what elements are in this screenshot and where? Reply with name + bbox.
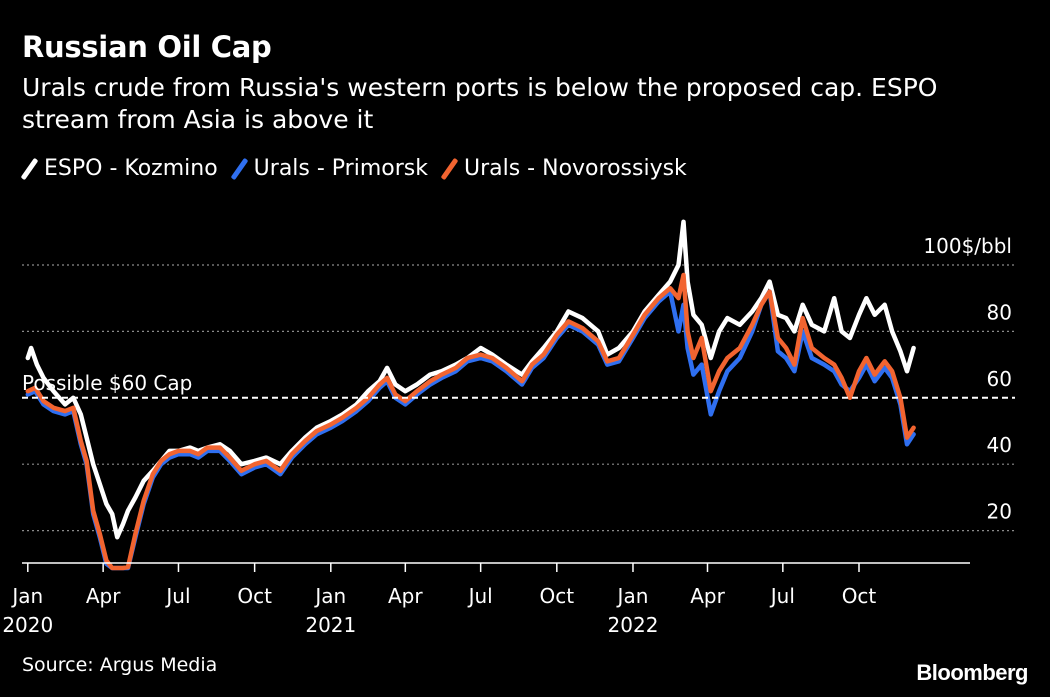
legend: ESPO - Kozmino Urals - Primorsk Urals - … — [22, 156, 687, 181]
x-tick-label: Apr — [86, 584, 121, 608]
y-tick-label: 100$/bbl — [923, 234, 1012, 258]
x-tick-label: Oct — [540, 584, 575, 608]
series-lines — [25, 219, 916, 571]
y-axis-labels: 100$/bbl 80 60 40 20 — [923, 234, 1012, 524]
x-tick-label: Jul — [769, 584, 795, 608]
y-tick-label: 20 — [987, 500, 1012, 524]
y-tick-label: 60 — [987, 367, 1012, 391]
x-tick-label: Jan — [616, 584, 649, 608]
x-tick-label: Jan — [313, 584, 346, 608]
x-axis: Jan 2020 Apr Jul Oct Jan 2021 Apr Jul Oct Jan 2022 A… — [2, 562, 970, 637]
x-tick-year-label: 2020 — [2, 613, 53, 637]
brand-logo: Bloomberg — [916, 660, 1028, 685]
legend-label: Urals - Primorsk — [253, 156, 428, 181]
cap-reference-line: Possible $60 Cap — [22, 371, 1015, 399]
x-tick-label: Jul — [164, 584, 190, 608]
x-tick-label: Oct — [842, 584, 877, 608]
y-tick-label: 80 — [987, 300, 1012, 324]
chart-subtitle: Urals crude from Russia's western ports … — [22, 73, 938, 134]
legend-item-espo: ESPO - Kozmino — [22, 156, 218, 181]
source-note: Source: Argus Media — [22, 654, 218, 676]
legend-label: Urals - Novorossiysk — [463, 156, 687, 181]
legend-label: ESPO - Kozmino — [44, 156, 218, 181]
x-tick-year-label: 2022 — [608, 613, 659, 637]
legend-item-urals-novorossiysk: Urals - Novorossiysk — [442, 156, 687, 181]
legend-item-urals-primorsk: Urals - Primorsk — [232, 156, 428, 181]
gridlines — [22, 264, 1015, 532]
y-tick-label: 40 — [987, 433, 1012, 457]
x-tick-label: Apr — [690, 584, 725, 608]
x-tick-label: Oct — [237, 584, 272, 608]
x-tick-label: Apr — [388, 584, 423, 608]
cap-label: Possible $60 Cap — [22, 371, 192, 395]
x-tick-label: Jul — [467, 584, 493, 608]
chart-title: Russian Oil Cap — [22, 30, 272, 64]
x-tick-label: Jan — [10, 584, 43, 608]
series-line-2 — [25, 272, 916, 571]
x-tick-year-label: 2021 — [305, 613, 356, 637]
series-line-1 — [25, 289, 916, 571]
